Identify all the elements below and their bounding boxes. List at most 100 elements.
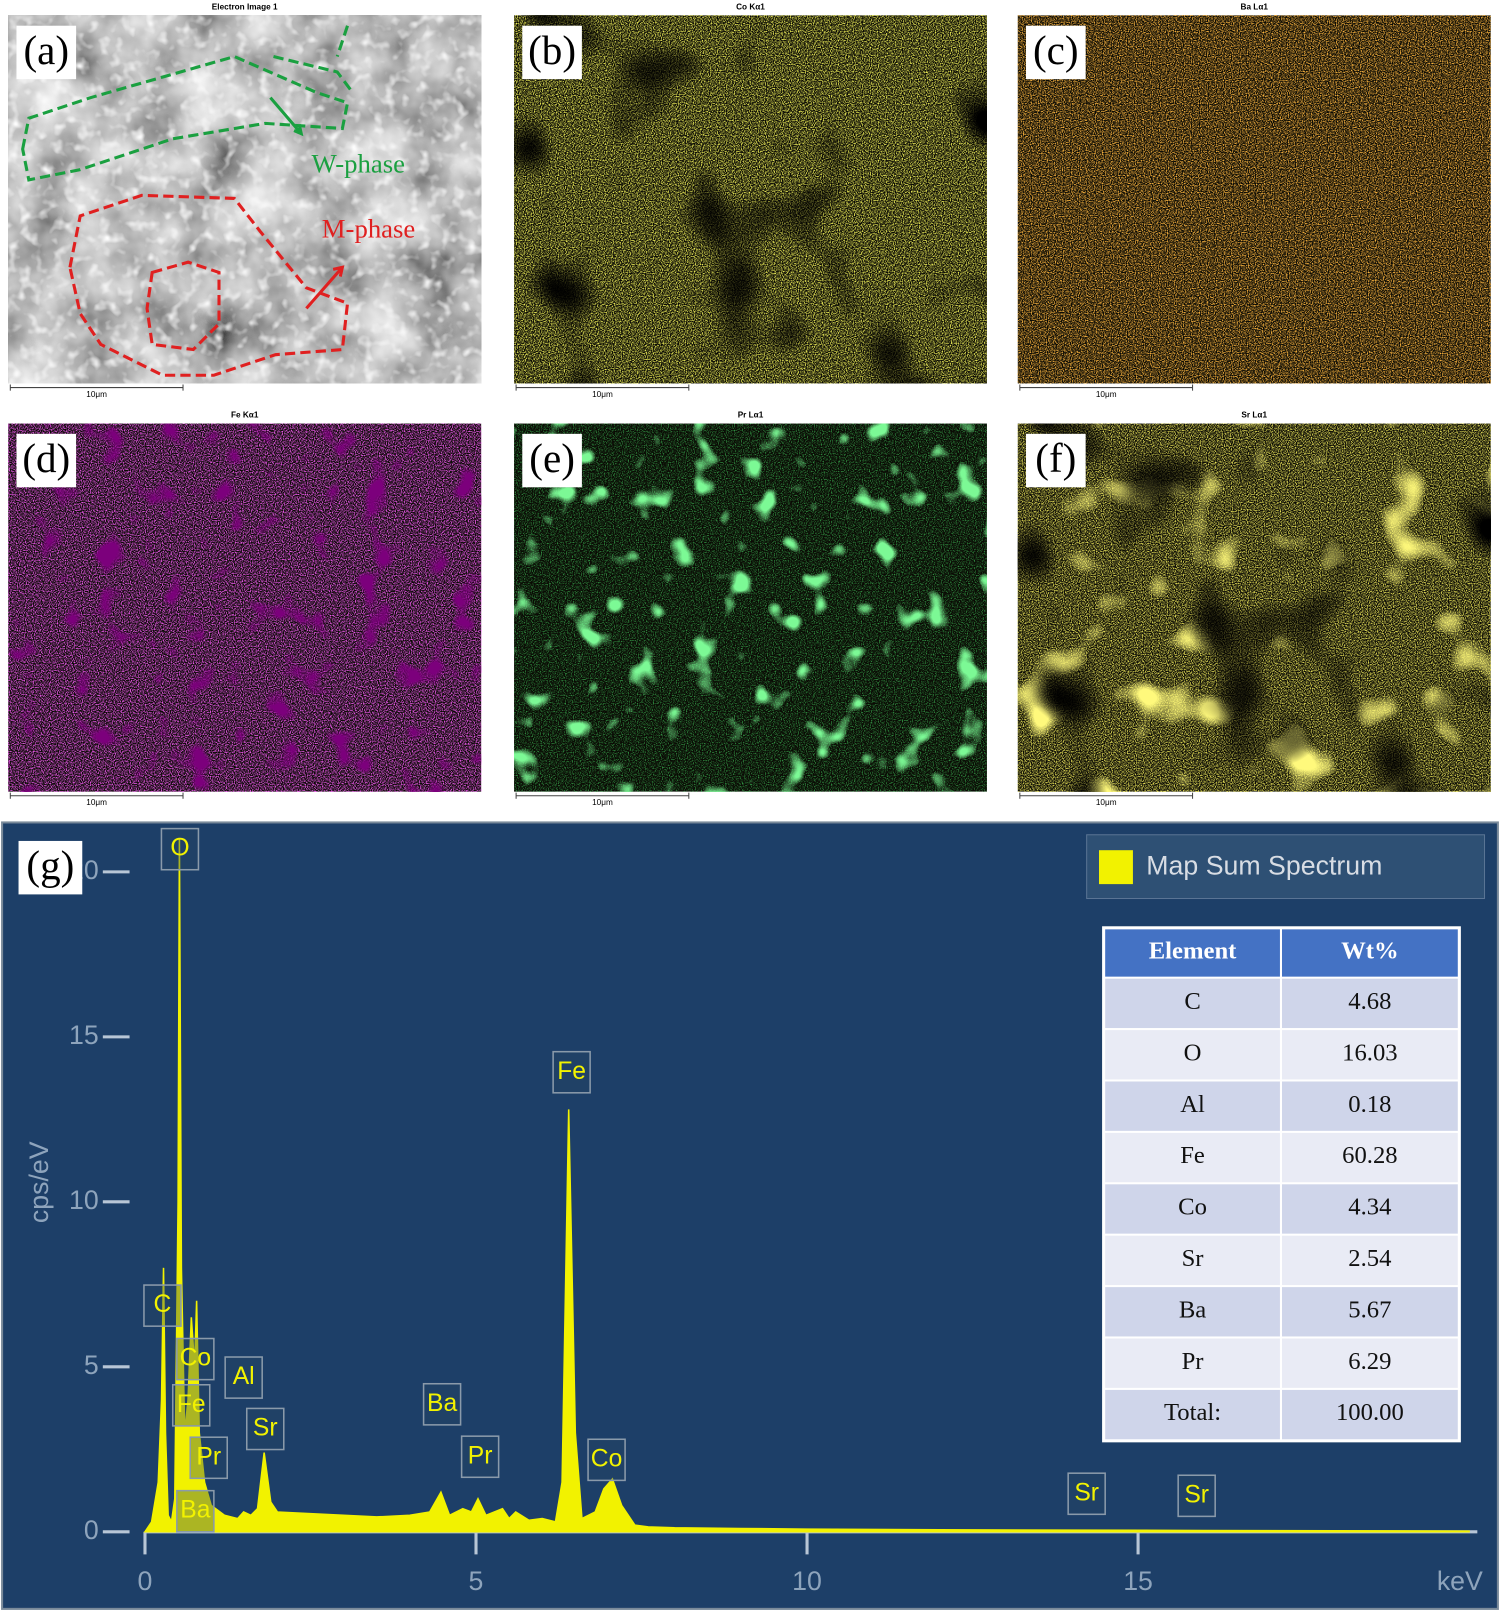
map-texture xyxy=(8,423,482,792)
table-header-cell xyxy=(1281,929,1458,977)
table-text: Al xyxy=(1180,1091,1205,1118)
table-cell xyxy=(1105,1338,1280,1388)
table-cell xyxy=(1281,1184,1458,1234)
peak-label: Fe xyxy=(177,1391,206,1418)
table-cell xyxy=(1281,1081,1458,1131)
y-tick-label: 0 xyxy=(84,1515,99,1545)
w-phase-arrow xyxy=(269,96,304,137)
table-text: 4.68 xyxy=(1348,988,1391,1015)
map-panel: Fe Kα1 (d) 10μm xyxy=(8,411,482,807)
panel-label: (f) xyxy=(1035,435,1076,482)
peak-label: O xyxy=(170,835,189,862)
map-title: Fe Kα1 xyxy=(231,411,259,420)
legend-box xyxy=(1086,834,1486,900)
table-cell xyxy=(1105,1287,1280,1337)
table-text: Total: xyxy=(1164,1399,1221,1426)
scale-bar-label: 10μm xyxy=(1096,798,1117,807)
m-phase-label: M-phase xyxy=(322,213,415,243)
table-cell xyxy=(1105,1030,1280,1080)
table-text: 6.29 xyxy=(1348,1348,1391,1375)
table-cell xyxy=(1281,1235,1458,1286)
peak-label: Ba xyxy=(180,1497,210,1524)
table-text: O xyxy=(1184,1039,1202,1066)
legend-swatch xyxy=(1099,850,1133,885)
map-panel: Ba Lα1 (c) 10μm xyxy=(1017,2,1491,399)
m-phase-arrow xyxy=(305,265,345,310)
peak-label-box xyxy=(422,1382,462,1426)
table-text: 60.28 xyxy=(1342,1142,1397,1169)
scale-bar-label: 10μm xyxy=(592,390,613,399)
peak-label-box xyxy=(160,827,200,871)
y-tick-label: 10 xyxy=(69,1185,99,1215)
table-text: Pr xyxy=(1182,1348,1204,1375)
map-title: Ba Lα1 xyxy=(1241,2,1269,11)
table-text: Ba xyxy=(1179,1296,1206,1323)
table-text: 4.34 xyxy=(1348,1194,1391,1221)
panel-label-box xyxy=(16,433,77,488)
table-text: 16.03 xyxy=(1342,1039,1397,1066)
panel-label-box xyxy=(1026,25,1086,80)
table-cell xyxy=(1281,1338,1458,1388)
table-cell xyxy=(1105,1081,1280,1131)
panel-label-box xyxy=(522,25,582,80)
panel-label: (e) xyxy=(529,435,575,482)
table-text: 0.18 xyxy=(1348,1091,1391,1118)
map-panel: Electron Image 1 (a) 10μm W-phase M-phase xyxy=(8,2,482,399)
table-text: 5.67 xyxy=(1348,1296,1391,1323)
panel-label: (b) xyxy=(528,27,576,74)
panel-label: (d) xyxy=(22,435,70,482)
w-phase-outline xyxy=(21,25,354,182)
map-title: Electron Image 1 xyxy=(212,2,278,11)
table-cell xyxy=(1281,1132,1458,1183)
table-cell xyxy=(1105,1389,1280,1440)
table-text: Sr xyxy=(1182,1245,1204,1272)
map-texture xyxy=(1017,15,1491,384)
map-title: Sr Lα1 xyxy=(1241,411,1267,420)
map-title: Pr Lα1 xyxy=(738,411,764,420)
peak-label: Al xyxy=(233,1363,255,1390)
peak-label-box xyxy=(1067,1472,1106,1516)
table-cell xyxy=(1105,978,1280,1029)
peak-label-box xyxy=(552,1050,591,1094)
map-texture xyxy=(8,15,482,384)
peak-label: Fe xyxy=(557,1058,586,1085)
map-texture xyxy=(514,423,987,792)
map-texture xyxy=(514,15,987,384)
scale-bar-label: 10μm xyxy=(1096,390,1117,399)
panel-label-box xyxy=(522,433,582,488)
w-phase-label: W-phase xyxy=(312,149,405,179)
peak-label-box xyxy=(460,1435,500,1479)
panel-label: (a) xyxy=(23,27,69,74)
spectrum-area xyxy=(143,838,1470,1533)
peak-label-box xyxy=(224,1356,263,1399)
panel-label-box xyxy=(1026,433,1086,488)
peak-label: Ba xyxy=(427,1390,457,1417)
peak-label-box xyxy=(587,1438,626,1482)
peak-label: Sr xyxy=(1184,1481,1209,1508)
table-cell xyxy=(1105,1235,1280,1286)
y-tick-label: 15 xyxy=(69,1020,99,1050)
panel-label-box xyxy=(18,840,83,895)
peak-label: Sr xyxy=(1074,1479,1099,1506)
peak-label: Pr xyxy=(468,1442,493,1469)
map-panel: Sr Lα1 (f) 10μm xyxy=(1017,411,1491,807)
peak-label: Co xyxy=(591,1445,623,1472)
panel-label: (c) xyxy=(1033,27,1079,74)
peak-label: Sr xyxy=(253,1414,278,1441)
scale-bar-label: 10μm xyxy=(592,798,613,807)
peak-label: Pr xyxy=(196,1443,221,1470)
table-header: Element xyxy=(1149,938,1237,965)
x-tick-label: 15 xyxy=(1123,1566,1153,1596)
table-cell xyxy=(1281,1030,1458,1080)
table-text: 100.00 xyxy=(1336,1399,1404,1426)
table-text: Fe xyxy=(1180,1142,1205,1169)
map-texture xyxy=(1017,423,1491,792)
x-tick-label: 10 xyxy=(792,1566,822,1596)
m-phase-outline xyxy=(68,193,350,377)
table-cell xyxy=(1281,1389,1458,1440)
table-header-cell xyxy=(1105,929,1280,977)
x-tick-label: 0 xyxy=(138,1566,153,1596)
y-axis-label: cps/eV xyxy=(24,1141,54,1223)
peak-label: Co xyxy=(180,1345,212,1372)
